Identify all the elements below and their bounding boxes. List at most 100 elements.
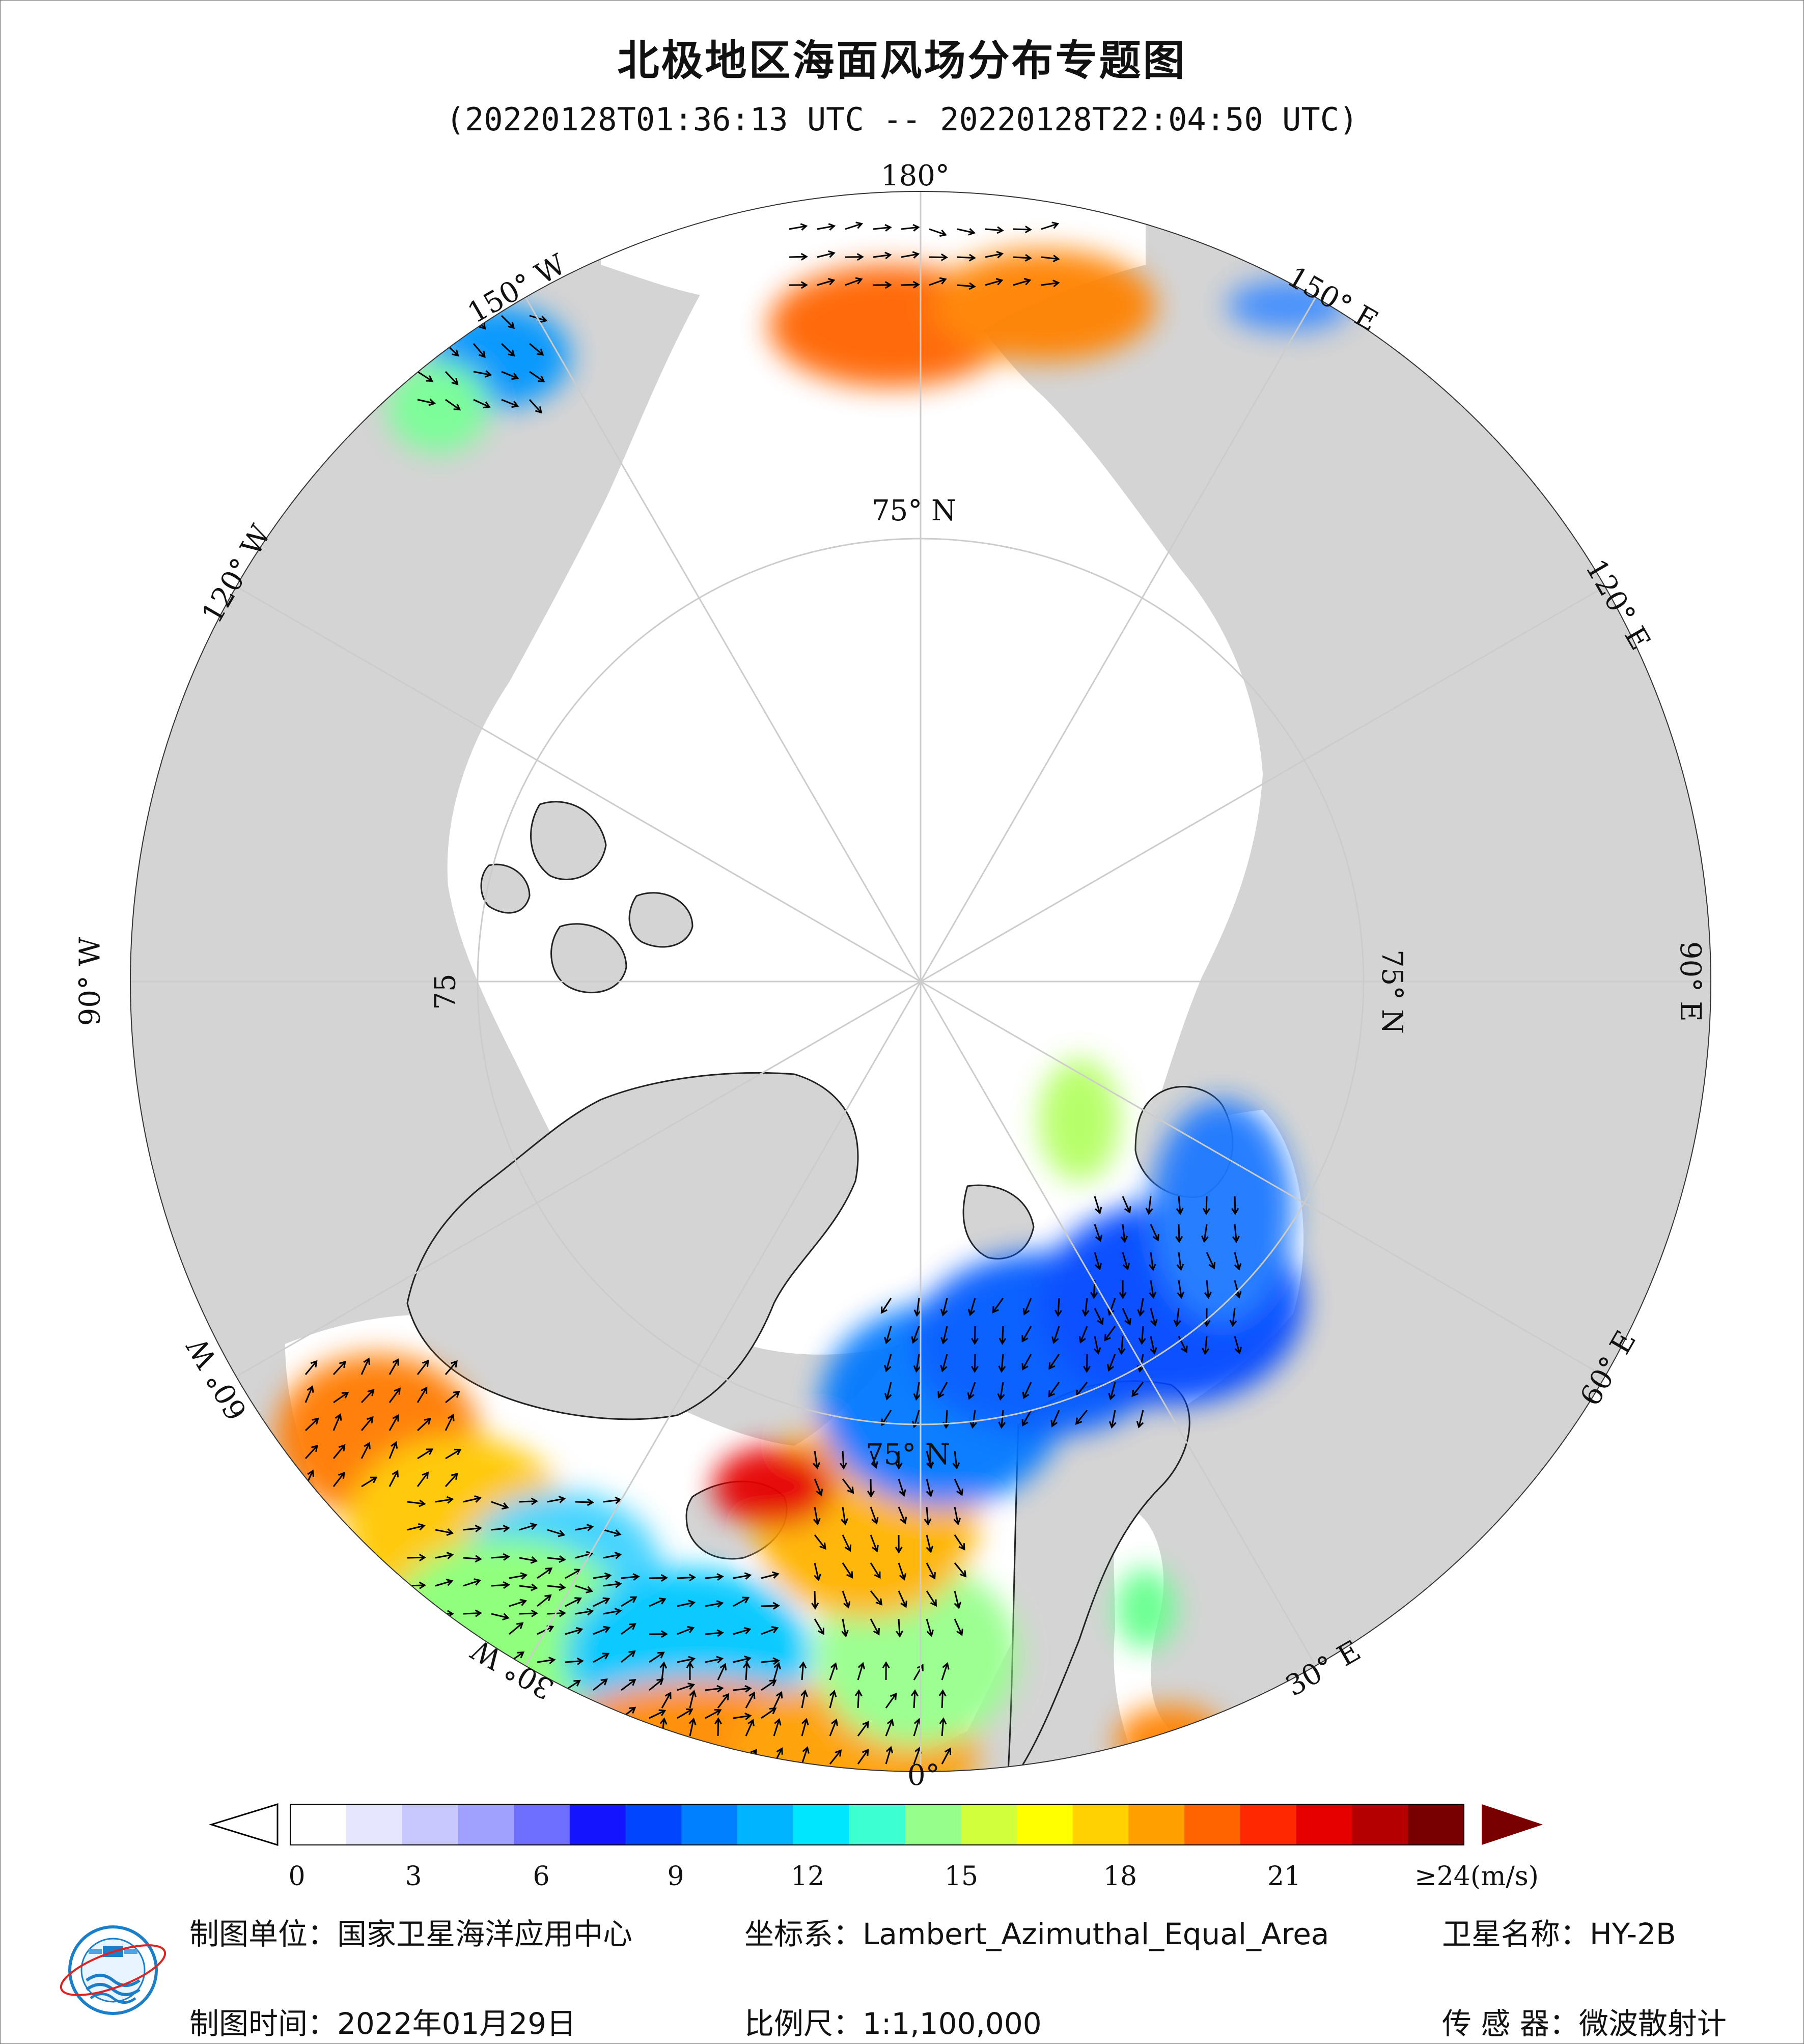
wind-arrow-head bbox=[1078, 1336, 1086, 1344]
wind-arrow-head bbox=[1149, 1291, 1157, 1299]
wind-arrow-head bbox=[454, 1448, 462, 1455]
colorbar-bin bbox=[905, 1804, 961, 1845]
wind-arrow bbox=[1150, 1308, 1156, 1326]
colorbar-bin bbox=[961, 1804, 1017, 1845]
wind-arrow-head bbox=[813, 1462, 821, 1470]
wind-arrow-head bbox=[531, 1609, 538, 1617]
wind-arrow-head bbox=[884, 1336, 892, 1345]
wind-arrow bbox=[501, 399, 518, 407]
wind-arrow bbox=[1234, 1252, 1240, 1270]
wind-arrow bbox=[842, 1450, 845, 1469]
wind-arrow-head bbox=[801, 1718, 809, 1726]
colorbar-bin bbox=[569, 1804, 626, 1845]
wind-arrow bbox=[857, 1749, 869, 1765]
wind-arrow-head bbox=[956, 1488, 963, 1496]
wind-arrow bbox=[1122, 1252, 1129, 1270]
wind-arrow bbox=[1234, 1224, 1237, 1242]
wind-arrow bbox=[1041, 223, 1058, 230]
wind-arrow bbox=[969, 1298, 976, 1315]
wind-arrow-head bbox=[1107, 1364, 1114, 1372]
wind-arrow bbox=[801, 1747, 809, 1765]
wind-arrow bbox=[870, 1506, 877, 1524]
wind-arrow-head bbox=[1138, 1337, 1146, 1345]
wind-arrow bbox=[885, 1719, 893, 1737]
wind-arrow bbox=[898, 1506, 906, 1524]
wind-arrow bbox=[773, 1719, 780, 1737]
wind-arrow bbox=[1001, 1410, 1004, 1427]
wind-arrow bbox=[954, 1590, 960, 1608]
wind-arrow bbox=[985, 253, 1003, 258]
meridian-line bbox=[524, 297, 922, 982]
wind-arrow bbox=[1041, 282, 1059, 286]
footer-coordinate-system: 坐标系：Lambert_Azimuthal_Equal_Area bbox=[744, 1917, 1329, 1951]
wind-arrow-head bbox=[998, 1365, 1006, 1373]
wind-arrow-head bbox=[451, 378, 459, 385]
wind-arrow bbox=[926, 1506, 929, 1525]
wind-arrow-head bbox=[1234, 1347, 1242, 1355]
wind-arrow bbox=[814, 1478, 822, 1496]
wind-arrow-head bbox=[531, 1583, 538, 1591]
wind-arrow-head bbox=[862, 1721, 869, 1728]
wind-arrow-head bbox=[370, 1476, 378, 1483]
wind-arrow bbox=[845, 278, 862, 286]
colorbar-bin bbox=[458, 1804, 514, 1845]
wind-arrow-head bbox=[615, 1580, 622, 1588]
wind-arrow-head bbox=[924, 1518, 932, 1526]
wind-arrow bbox=[945, 1410, 948, 1428]
colorbar-bin bbox=[793, 1804, 850, 1845]
wind-arrow bbox=[677, 1602, 695, 1607]
wind-arrow-head bbox=[628, 1706, 636, 1714]
wind-arrow-head bbox=[776, 1747, 783, 1755]
wind-arrow-head bbox=[687, 1626, 695, 1633]
wind-arrow-head bbox=[926, 1546, 934, 1553]
wind-arrow bbox=[332, 1472, 345, 1487]
wind-arrow bbox=[537, 1626, 553, 1635]
wind-arrow-head bbox=[508, 349, 515, 357]
wind-arrow bbox=[1234, 1280, 1240, 1298]
wind-arrow-head bbox=[658, 1598, 667, 1605]
wind-arrow-head bbox=[531, 1497, 538, 1505]
cbar-tick-6: 6 bbox=[533, 1861, 550, 1892]
wind-arrow bbox=[1001, 1354, 1004, 1371]
wind-arrow bbox=[509, 1622, 523, 1635]
wind-arrow-head bbox=[968, 228, 976, 236]
wind-arrow-head bbox=[995, 278, 1004, 286]
wind-arrow bbox=[1104, 1326, 1116, 1341]
wind-arrow bbox=[661, 1692, 672, 1709]
cbar-tick-3: 3 bbox=[405, 1861, 422, 1892]
colorbar-bin bbox=[681, 1804, 738, 1845]
wind-arrow-head bbox=[1208, 1262, 1216, 1270]
wind-arrow bbox=[913, 1719, 920, 1737]
nsoas-logo bbox=[60, 1925, 166, 2015]
wind-arrow-head bbox=[1108, 1392, 1116, 1401]
wind-arrow bbox=[1084, 1298, 1088, 1315]
wind-arrow bbox=[985, 279, 1003, 286]
wind-arrow-head bbox=[341, 1391, 349, 1399]
wind-arrow bbox=[491, 1527, 509, 1531]
wind-arrow-head bbox=[744, 1655, 752, 1663]
wind-arrow bbox=[870, 1562, 881, 1578]
wind-arrow-head bbox=[841, 1630, 849, 1638]
wind-arrow-head bbox=[1136, 1421, 1144, 1429]
wind-arrow bbox=[435, 1529, 453, 1534]
wind-arrow-head bbox=[519, 1599, 528, 1606]
footer-sensor: 传 感 器：微波散射计 bbox=[1442, 2006, 1727, 2041]
wind-arrow bbox=[941, 1690, 944, 1709]
wind-arrow bbox=[1109, 1382, 1116, 1399]
wind-arrow bbox=[445, 1449, 461, 1460]
wind-arrow-head bbox=[912, 223, 920, 232]
colorbar-gradient bbox=[290, 1804, 1464, 1845]
meridian-line bbox=[236, 585, 921, 983]
wind-arrow bbox=[733, 1657, 751, 1663]
wind-arrow-head bbox=[367, 1389, 375, 1396]
wind-arrow-head bbox=[743, 1627, 752, 1635]
wind-arrow bbox=[717, 1694, 729, 1709]
wind-arrow-head bbox=[882, 1661, 890, 1669]
wind-arrow-head bbox=[772, 1602, 780, 1610]
wind-arrow-head bbox=[910, 1689, 919, 1697]
wind-arrow-head bbox=[884, 1393, 892, 1401]
wind-arrow bbox=[926, 1450, 932, 1468]
colorbar-bin bbox=[402, 1804, 458, 1845]
wind-arrow-head bbox=[511, 401, 519, 408]
wind-arrow-head bbox=[938, 1689, 947, 1697]
